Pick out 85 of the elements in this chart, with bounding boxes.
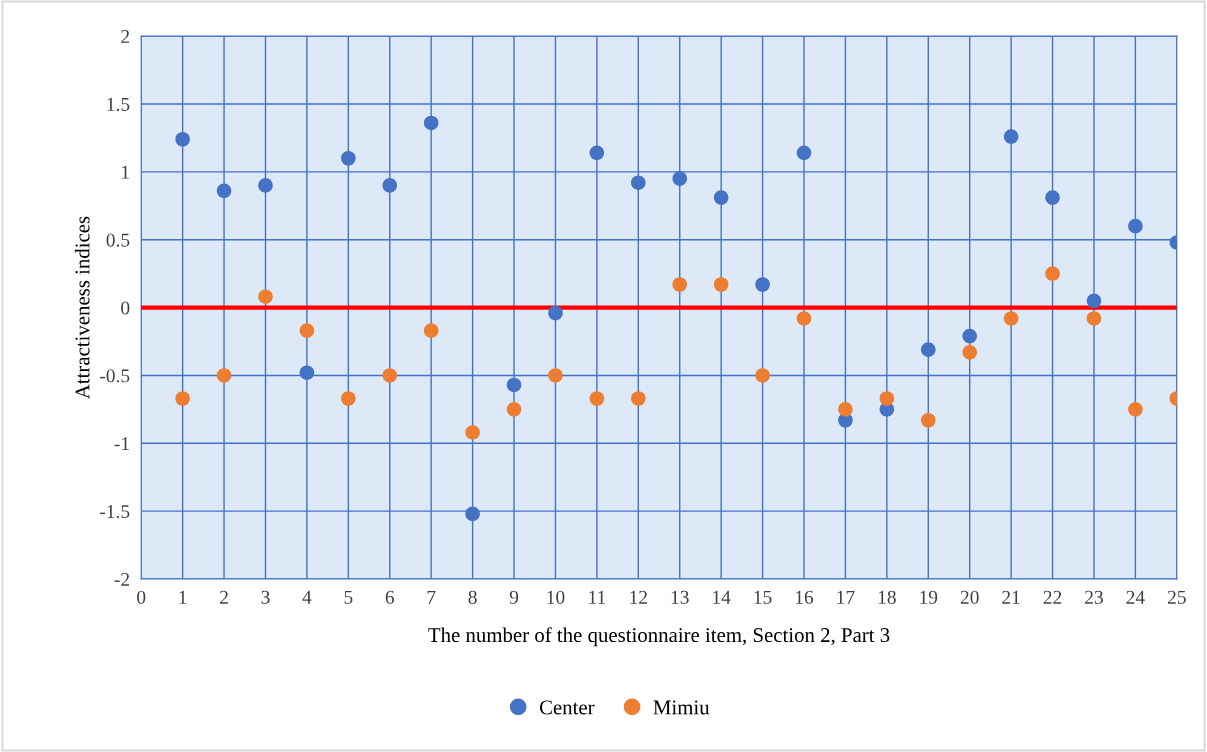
x-tick-label: 14 <box>713 590 731 604</box>
point <box>465 506 480 522</box>
point <box>631 175 646 190</box>
y-tick-label: 1 <box>122 165 129 179</box>
point <box>921 412 936 428</box>
legend-label: Center <box>539 700 595 715</box>
point <box>962 328 977 344</box>
point <box>1045 266 1060 281</box>
point <box>1086 311 1102 326</box>
point <box>713 190 729 205</box>
x-tick-label: 0 <box>137 590 146 604</box>
point <box>258 289 273 304</box>
point <box>879 391 895 406</box>
point <box>506 402 522 417</box>
point <box>548 368 563 383</box>
y-tick-label: 1.5 <box>107 97 130 111</box>
x-tick-label: 4 <box>302 590 312 604</box>
point <box>1128 402 1143 417</box>
y-axis-title: Attractiveness indices <box>74 216 90 400</box>
y-tick-label: 0.5 <box>106 233 130 247</box>
point <box>921 342 936 357</box>
point <box>341 150 356 166</box>
point <box>962 345 977 360</box>
point <box>423 323 439 338</box>
y-tick-label: 2 <box>121 29 130 43</box>
x-tick-label: 12 <box>630 590 647 604</box>
x-tick-label: 5 <box>344 590 353 604</box>
point <box>382 368 398 383</box>
point <box>258 178 273 193</box>
point <box>1003 129 1019 144</box>
point <box>465 425 480 440</box>
x-tick-label: 20 <box>960 590 979 604</box>
x-tick-label: 25 <box>1167 590 1186 604</box>
point <box>216 183 232 199</box>
point <box>589 391 605 406</box>
point <box>796 145 812 161</box>
x-tick-label: 15 <box>754 590 772 604</box>
point <box>755 368 770 383</box>
x-tick-label: 1 <box>179 590 187 604</box>
point <box>299 323 315 338</box>
point <box>672 277 688 292</box>
y-tick-label: -2 <box>114 572 130 586</box>
point <box>1003 311 1019 326</box>
point <box>423 115 439 131</box>
x-tick-label: 2 <box>220 590 228 604</box>
x-tick-label: 3 <box>261 590 270 604</box>
point <box>713 277 729 292</box>
y-tick-label: -0.5 <box>100 369 130 383</box>
x-tick-label: 13 <box>671 590 689 604</box>
x-tick-label: 17 <box>837 590 855 604</box>
point <box>796 311 812 326</box>
x-tick-label: 11 <box>589 590 606 604</box>
x-tick-label: 21 <box>1002 590 1020 604</box>
point <box>755 277 770 292</box>
point <box>1045 190 1060 205</box>
point <box>216 368 232 383</box>
x-tick-label: 22 <box>1043 590 1062 604</box>
point <box>589 145 605 161</box>
point <box>1128 218 1143 234</box>
legend-label: Mimiu <box>653 700 710 715</box>
x-tick-label: 19 <box>920 590 938 604</box>
point <box>1086 293 1102 309</box>
x-tick-label: 6 <box>385 590 395 604</box>
x-axis-title: The number of the questionnaire item, Section 2, Part 3 <box>428 627 890 647</box>
x-tick-label: 9 <box>509 590 519 604</box>
x-tick-label: 10 <box>547 590 565 604</box>
point <box>175 131 190 147</box>
point <box>672 171 688 186</box>
point <box>548 305 563 321</box>
x-tick-label: 16 <box>796 590 814 604</box>
point <box>175 391 190 406</box>
y-tick-label: 0 <box>121 301 130 315</box>
point <box>838 402 853 417</box>
point <box>299 365 315 380</box>
y-tick-label: -1.5 <box>100 505 130 519</box>
x-tick-label: 7 <box>427 590 436 604</box>
y-tick-label: -1 <box>114 437 129 451</box>
x-tick-label: 8 <box>468 590 477 604</box>
point <box>341 391 356 406</box>
x-tick-label: 23 <box>1085 590 1103 604</box>
x-tick-label: 18 <box>878 590 896 604</box>
point <box>631 391 646 406</box>
x-tick-label: 24 <box>1126 590 1145 604</box>
point <box>382 178 398 193</box>
point <box>506 377 522 393</box>
